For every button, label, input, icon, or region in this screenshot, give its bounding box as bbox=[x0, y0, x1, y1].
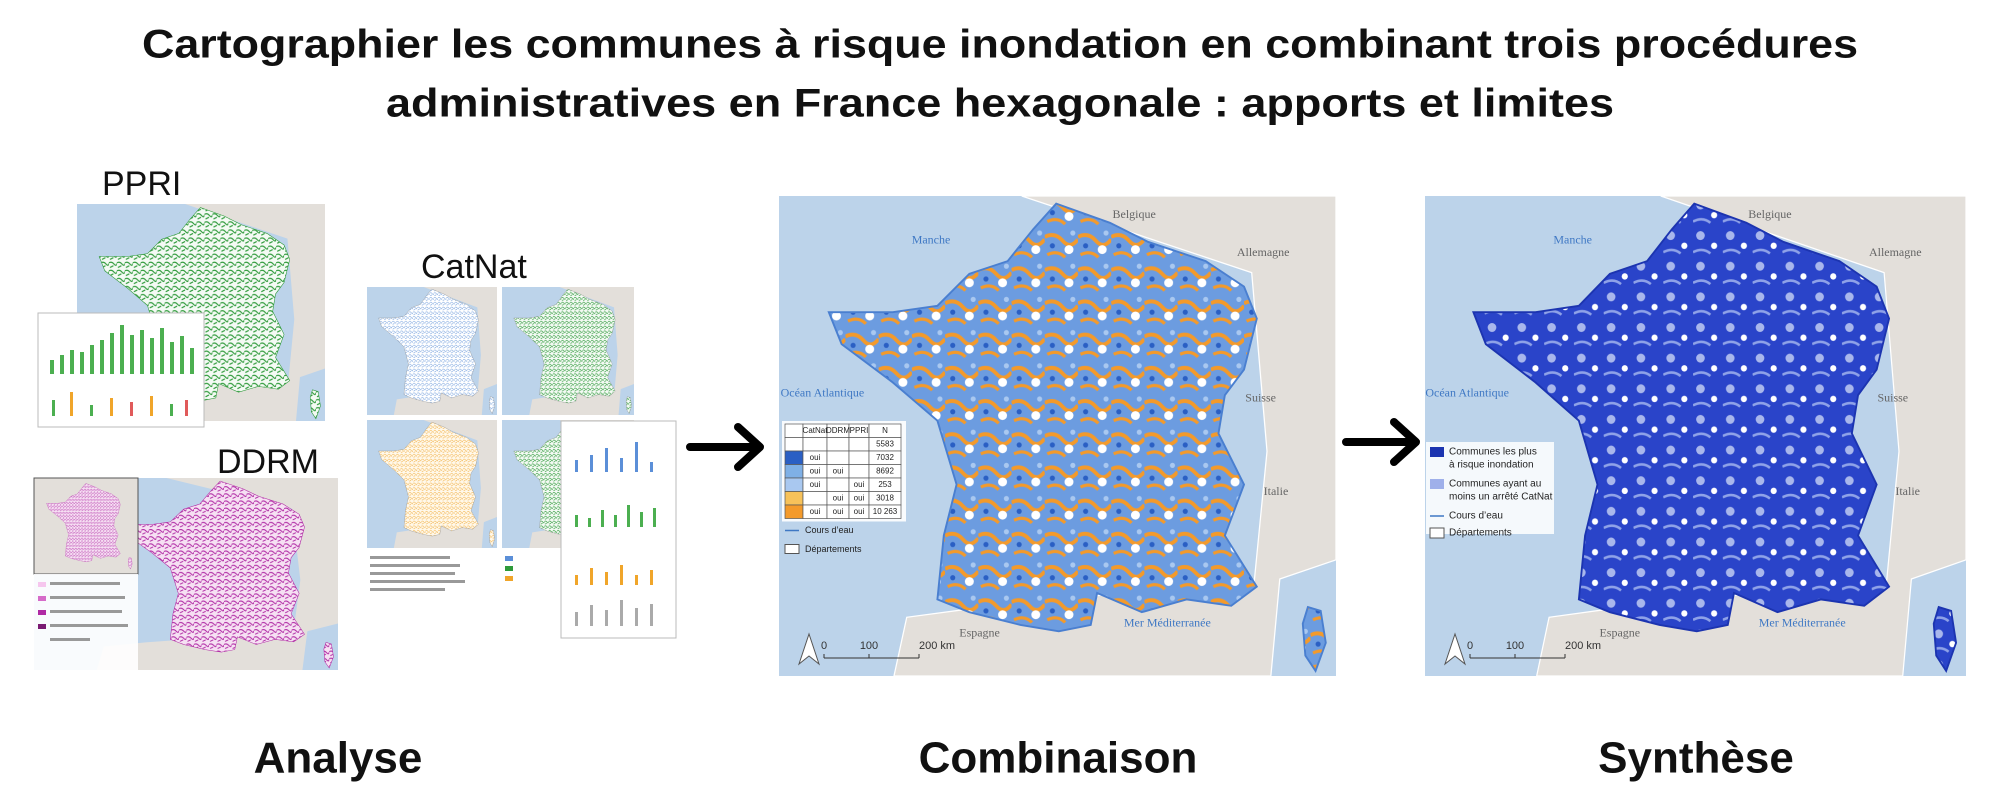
arrow bbox=[686, 418, 1420, 471]
table-cell bbox=[784, 437, 804, 452]
table-cell-text: 3018 bbox=[876, 493, 894, 502]
title-line: administratives en France hexagonale : a… bbox=[386, 82, 1614, 126]
scale-label: 100 bbox=[1506, 640, 1524, 652]
table-cell bbox=[848, 450, 870, 465]
table-cell bbox=[784, 464, 804, 479]
table-cell-text: 5583 bbox=[876, 439, 894, 448]
table-header: DDRM bbox=[826, 426, 850, 435]
table-cell-text: oui bbox=[833, 507, 844, 516]
table-cell bbox=[802, 491, 828, 506]
ppri-charts bbox=[37, 312, 205, 428]
place-label: Manche bbox=[912, 232, 951, 246]
table-header: CatNat bbox=[803, 426, 829, 435]
table-cell-text: oui bbox=[854, 493, 865, 502]
scale-label: 100 bbox=[860, 640, 878, 652]
place-label: Manche bbox=[1553, 232, 1592, 246]
catnat-panel bbox=[367, 287, 677, 639]
north-arrow bbox=[1443, 632, 1467, 666]
table-cell bbox=[784, 477, 804, 492]
place-label: Italie bbox=[1895, 484, 1920, 498]
place-label: Belgique bbox=[1112, 207, 1155, 221]
place-label: Mer Méditerranée bbox=[1759, 615, 1846, 629]
table-cell bbox=[802, 437, 828, 452]
table-cell-text: oui bbox=[810, 507, 821, 516]
place-label: Suisse bbox=[1877, 391, 1908, 405]
legend-box bbox=[1426, 442, 1554, 534]
table-cell-text: oui bbox=[833, 493, 844, 502]
scale-bar bbox=[1469, 654, 1566, 659]
place-label: Suisse bbox=[1245, 391, 1276, 405]
section-label: Analyse bbox=[254, 734, 423, 783]
legend-label: Communes les plus bbox=[1449, 447, 1537, 458]
legend-label: Départements bbox=[805, 544, 862, 554]
legend-swatch bbox=[1430, 479, 1444, 489]
synthese-map bbox=[1425, 196, 1966, 676]
table-cell-text: oui bbox=[810, 480, 821, 489]
legend-label: à risque inondation bbox=[1449, 460, 1534, 471]
table-cell bbox=[784, 491, 804, 506]
scale-bar bbox=[823, 654, 920, 659]
table-cell-text: oui bbox=[810, 453, 821, 462]
table-cell bbox=[784, 423, 804, 438]
place-label: Allemagne bbox=[1869, 245, 1922, 259]
ddrm-panel bbox=[33, 477, 338, 670]
section-label: Combinaison bbox=[919, 734, 1198, 783]
legend-label: Cours d’eau bbox=[805, 525, 854, 535]
legend-label: moins un arrêté CatNat bbox=[1449, 492, 1553, 503]
scale-label: 0 bbox=[1467, 640, 1473, 652]
table-cell-text: 8692 bbox=[876, 466, 894, 475]
panel-label: CatNat bbox=[421, 248, 527, 286]
table-cell-text: 10 263 bbox=[873, 507, 898, 516]
place-label: Italie bbox=[1264, 484, 1289, 498]
table-cell bbox=[784, 450, 804, 465]
table-cell bbox=[826, 450, 850, 465]
title-line: Cartographier les communes à risque inon… bbox=[142, 23, 1858, 67]
table-cell-text: oui bbox=[854, 507, 865, 516]
place-label: Mer Méditerranée bbox=[1124, 615, 1211, 629]
scale-label: 0 bbox=[821, 640, 827, 652]
place-label: Océan Atlantique bbox=[1425, 386, 1509, 400]
panel-label: DDRM bbox=[217, 443, 319, 481]
table-cell-text: 253 bbox=[878, 480, 892, 489]
north-arrow bbox=[797, 632, 821, 666]
table-cell-text: oui bbox=[854, 480, 865, 489]
table-header: N bbox=[882, 426, 888, 435]
place-label: Espagne bbox=[959, 626, 1000, 640]
place-label: Belgique bbox=[1748, 207, 1791, 221]
legend-swatch bbox=[1430, 447, 1444, 457]
table-cell bbox=[848, 464, 870, 479]
table-cell bbox=[868, 504, 902, 519]
legend-label: Départements bbox=[1449, 528, 1512, 539]
table-cell bbox=[826, 477, 850, 492]
place-label: Allemagne bbox=[1237, 245, 1290, 259]
table-cell-text: oui bbox=[810, 466, 821, 475]
place-label: Espagne bbox=[1599, 626, 1640, 640]
section-label: Synthèse bbox=[1598, 734, 1794, 783]
scale-label: 200 km bbox=[1565, 640, 1601, 652]
legend-label: Communes ayant au bbox=[1449, 479, 1541, 490]
panel-label: PPRI bbox=[102, 165, 181, 203]
scale-label: 200 km bbox=[919, 640, 955, 652]
table-cell bbox=[848, 437, 870, 452]
table-cell-text: oui bbox=[833, 466, 844, 475]
legend-label: Cours d’eau bbox=[1449, 511, 1503, 522]
table-cell-text: 7032 bbox=[876, 453, 894, 462]
legend-swatch bbox=[1429, 527, 1445, 539]
table-header: PPRI bbox=[850, 426, 869, 435]
table-cell bbox=[784, 504, 804, 519]
legend-swatch bbox=[784, 544, 800, 554]
table-cell bbox=[826, 437, 850, 452]
place-label: Océan Atlantique bbox=[781, 386, 865, 400]
